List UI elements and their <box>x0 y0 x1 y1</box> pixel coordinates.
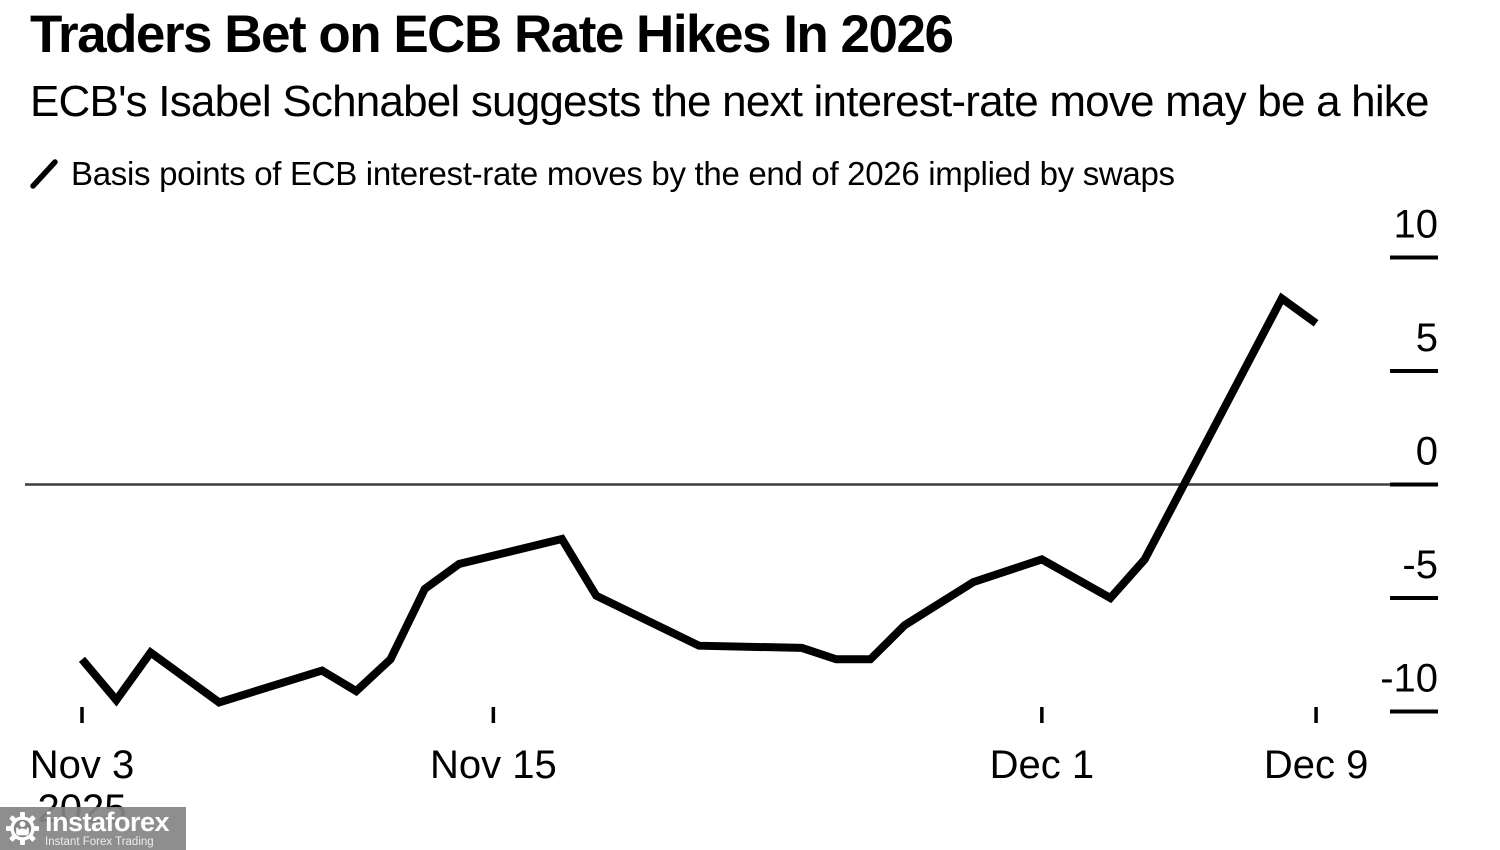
y-axis-tick-label: 0 <box>1416 430 1438 474</box>
instaforex-gear-icon <box>5 811 40 846</box>
chart-subtitle: ECB's Isabel Schnabel suggests the next … <box>30 77 1429 126</box>
legend-label: Basis points of ECB interest-rate moves … <box>71 155 1175 192</box>
legend-line-swatch-icon <box>30 159 58 189</box>
watermark: instaforex Instant Forex Trading <box>0 807 186 850</box>
chart-legend: Basis points of ECB interest-rate moves … <box>30 155 1175 193</box>
chart-title: Traders Bet on ECB Rate Hikes In 2026 <box>30 5 954 64</box>
series-line <box>78 292 1319 707</box>
watermark-tagline: Instant Forex Trading <box>45 835 154 848</box>
x-axis-tick-label: Nov 15 <box>430 743 557 787</box>
y-axis-tick-label: -10 <box>1380 657 1438 701</box>
watermark-brand: instaforex <box>45 806 170 837</box>
y-axis-tick-label: -5 <box>1402 543 1438 587</box>
y-axis-tick-label: 10 <box>1394 203 1439 247</box>
x-axis-tick-label: Dec 9 <box>1264 743 1369 787</box>
x-axis-tick-label: Dec 1 <box>990 743 1095 787</box>
y-axis-tick-label: 5 <box>1416 316 1438 360</box>
x-axis-tick-label: Nov 3 <box>30 743 135 787</box>
